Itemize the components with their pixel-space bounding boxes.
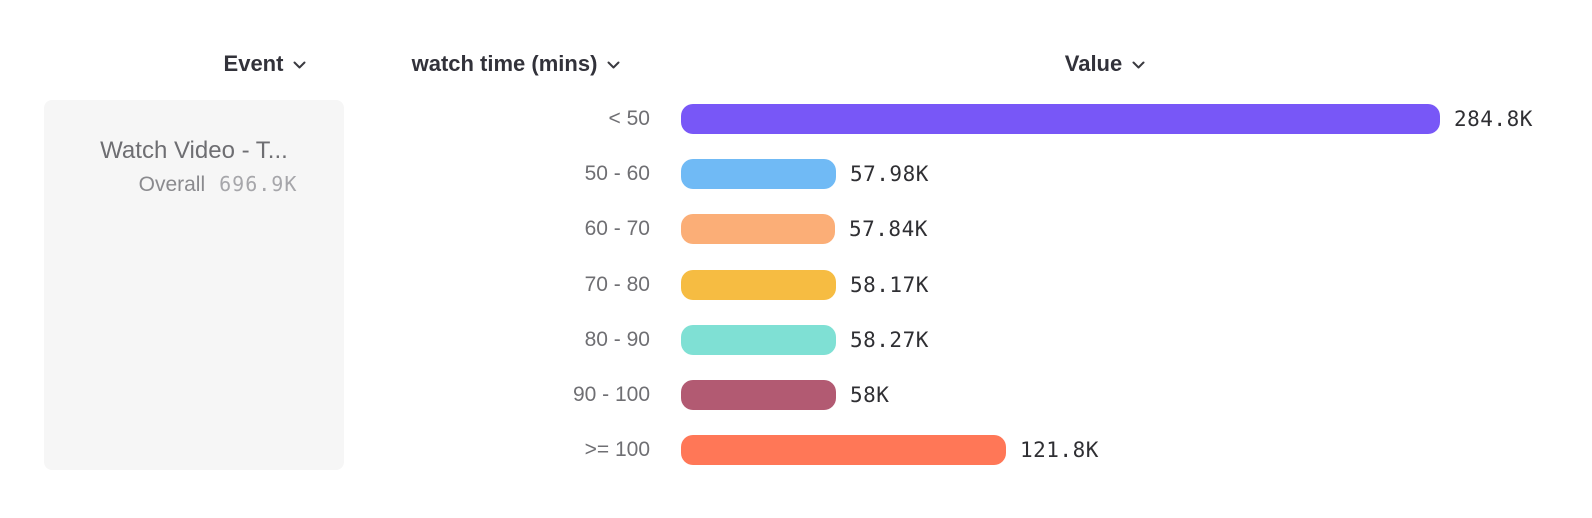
category-label: 90 - 100 (572, 383, 650, 406)
category-label: 50 - 60 (584, 162, 650, 186)
overall-label: Overall (138, 173, 206, 196)
category-label: < 50 (608, 107, 650, 130)
value-label: 58K (850, 383, 890, 407)
category-label: 80 - 90 (584, 327, 650, 351)
category-label: >= 100 (584, 438, 650, 462)
value-label: 58.17K (850, 272, 929, 297)
event-legend-card[interactable]: Watch Video - T... Overall 696.9K (44, 100, 344, 470)
value-bar[interactable] (681, 159, 836, 190)
value-column-dropdown[interactable]: Value (940, 48, 1270, 80)
value-bar[interactable] (681, 380, 836, 410)
chevron-down-icon (293, 61, 306, 70)
chart-row: >= 100 121.8K (0, 423, 1592, 478)
event-title: Watch Video - T... (100, 137, 288, 164)
chart-row: 60 - 70 57.84K (0, 202, 1592, 257)
value-column-label: Value (1064, 51, 1123, 76)
overall-value: 696.9K (219, 172, 298, 196)
value-label: 57.84K (849, 217, 928, 242)
breakdown-column-dropdown[interactable]: watch time (mins) (380, 48, 652, 80)
value-bar[interactable] (681, 435, 1006, 466)
value-label: 57.98K (850, 162, 929, 187)
event-column-label: Event (223, 51, 284, 76)
chevron-down-icon (1132, 61, 1145, 70)
value-bar[interactable] (681, 269, 836, 300)
value-bar[interactable] (681, 104, 1440, 134)
value-bar[interactable] (681, 214, 835, 245)
value-label: 121.8K (1020, 438, 1099, 463)
chart-row: 70 - 80 58.17K (0, 257, 1592, 312)
event-overall-row: Overall 696.9K (139, 172, 298, 197)
value-label: 284.8K (1454, 107, 1533, 131)
chart-row: 90 - 100 58K (0, 368, 1592, 423)
chart-row: < 50 284.8K (0, 92, 1592, 147)
breakdown-column-label: watch time (mins) (411, 51, 598, 76)
chevron-down-icon (607, 61, 620, 70)
value-label: 58.27K (850, 327, 929, 352)
value-bar[interactable] (681, 324, 836, 355)
chart-row: 80 - 90 58.27K (0, 312, 1592, 367)
chart-row: 50 - 60 57.98K (0, 147, 1592, 202)
category-label: 60 - 70 (584, 217, 650, 241)
category-label: 70 - 80 (584, 272, 650, 296)
event-column-dropdown[interactable]: Event (160, 48, 370, 80)
